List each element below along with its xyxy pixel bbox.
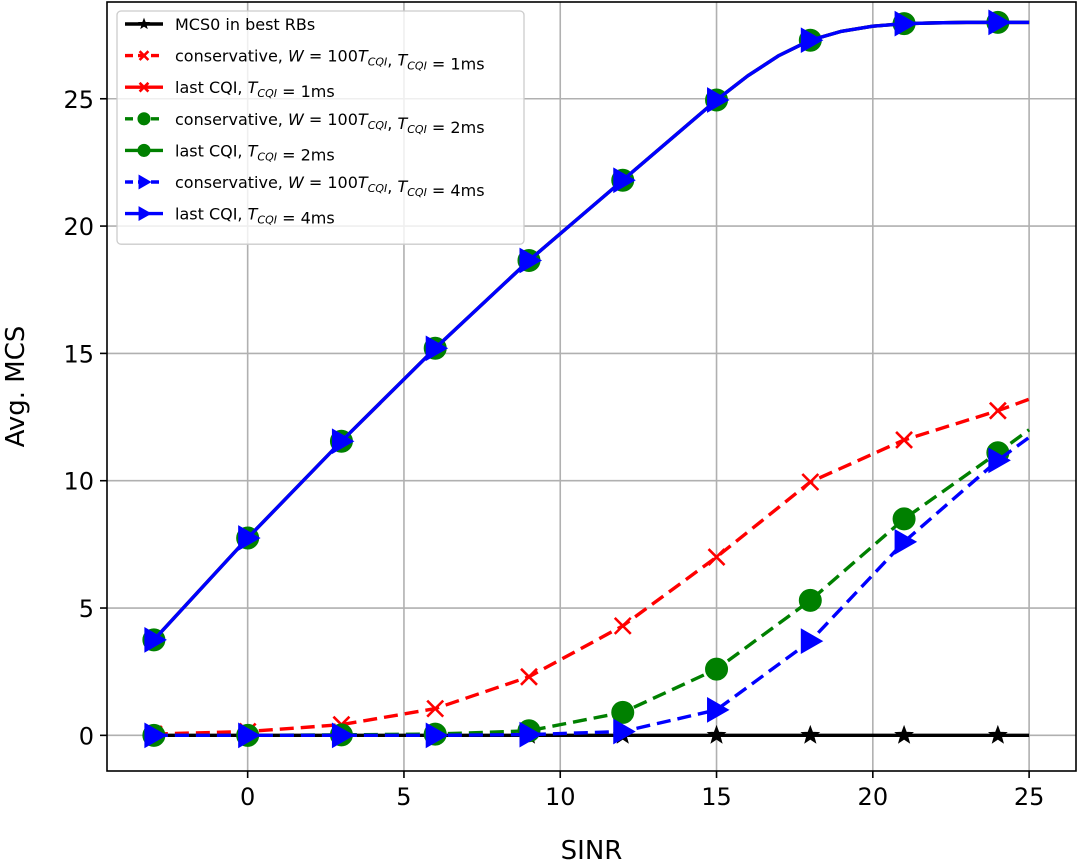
data-point (331, 722, 355, 749)
data-point (988, 401, 1007, 420)
data-point (800, 628, 824, 654)
legend-item: last CQI, TCQI = 2ms (125, 141, 335, 164)
data-point (800, 724, 821, 744)
legend-label: last CQI, TCQI = 4ms (175, 205, 335, 228)
series-line (152, 20, 1030, 642)
x-tick-label: 25 (1014, 783, 1045, 811)
legend-label: conservative, W = 100TCQI, TCQI = 4ms (175, 173, 485, 200)
data-point (611, 700, 635, 724)
data-point (987, 724, 1008, 744)
data-point (519, 721, 542, 748)
data-point (707, 87, 730, 113)
y-axis-label: Avg. MCS (1, 326, 31, 448)
data-point (238, 525, 261, 551)
x-axis-label: SINR (561, 836, 623, 861)
data-point (144, 627, 167, 653)
x-tick-label: 20 (858, 783, 889, 811)
legend-label: last CQI, TCQI = 1ms (175, 78, 335, 101)
legend-swatch-marker (138, 206, 152, 222)
grid-lines (107, 2, 1076, 771)
data-point (988, 447, 1011, 474)
data-point (425, 335, 449, 362)
series-5 (144, 436, 1031, 749)
x-tick-label: 15 (701, 783, 732, 811)
data-point (425, 722, 449, 749)
data-point (613, 167, 636, 194)
data-point (801, 473, 820, 491)
legend-swatch-marker (138, 81, 150, 93)
y-tick-label: 0 (79, 722, 94, 750)
data-point (707, 548, 726, 567)
legend-swatch-marker (137, 143, 151, 157)
legend: MCS0 in best RBs conservative, W = 100TCQ… (116, 10, 525, 245)
series-layer (142, 9, 1031, 749)
y-tick-label: 10 (63, 468, 94, 496)
legend-item: conservative, W = 100TCQI, TCQI = 4ms (125, 173, 485, 200)
data-point (894, 724, 914, 744)
data-point (895, 431, 914, 449)
x-tick-label: 10 (545, 783, 576, 811)
data-point (798, 588, 822, 612)
legend-swatch-marker (137, 17, 151, 30)
legend-item: MCS0 in best RBs (125, 15, 315, 34)
data-point (520, 667, 538, 686)
data-point (613, 616, 632, 635)
legend-swatch-marker (138, 50, 150, 61)
axis-ticks: 0 5 10 15 20 25 0 5 10 15 20 25 (63, 86, 1044, 811)
y-tick-label: 5 (79, 595, 94, 623)
data-point (426, 699, 445, 718)
data-point (894, 10, 918, 37)
legend-label: conservative, W = 100TCQI, TCQI = 1ms (175, 47, 485, 74)
y-tick-label: 15 (63, 340, 94, 368)
plot-frame (106, 1, 1077, 772)
data-point (705, 657, 729, 681)
series-6 (144, 9, 1030, 653)
data-point (894, 528, 918, 555)
data-point (707, 697, 730, 723)
legend-item: last CQI, TCQI = 4ms (125, 205, 335, 228)
data-point (706, 724, 727, 744)
y-tick-label: 20 (63, 213, 94, 241)
y-tick-label: 25 (63, 86, 94, 114)
data-point (892, 507, 916, 531)
data-point (144, 722, 167, 749)
legend-label: conservative, W = 100TCQI, TCQI = 2ms (175, 110, 485, 137)
data-point (613, 718, 636, 745)
data-point (519, 247, 542, 274)
legend-item: conservative, W = 100TCQI, TCQI = 2ms (125, 110, 485, 137)
data-point (331, 428, 355, 455)
x-tick-label: 0 (240, 783, 255, 811)
legend-item: last CQI, TCQI = 1ms (125, 78, 335, 101)
legend-label: MCS0 in best RBs (175, 15, 315, 34)
x-tick-label: 5 (396, 783, 411, 811)
legend-swatch-marker (137, 112, 151, 126)
legend-box (116, 10, 525, 245)
legend-swatch-marker (138, 174, 152, 190)
legend-item: conservative, W = 100TCQI, TCQI = 1ms (125, 47, 485, 74)
data-point (800, 27, 824, 54)
legend-label: last CQI, TCQI = 2ms (175, 141, 335, 164)
data-point (988, 9, 1011, 36)
data-point (238, 722, 261, 749)
